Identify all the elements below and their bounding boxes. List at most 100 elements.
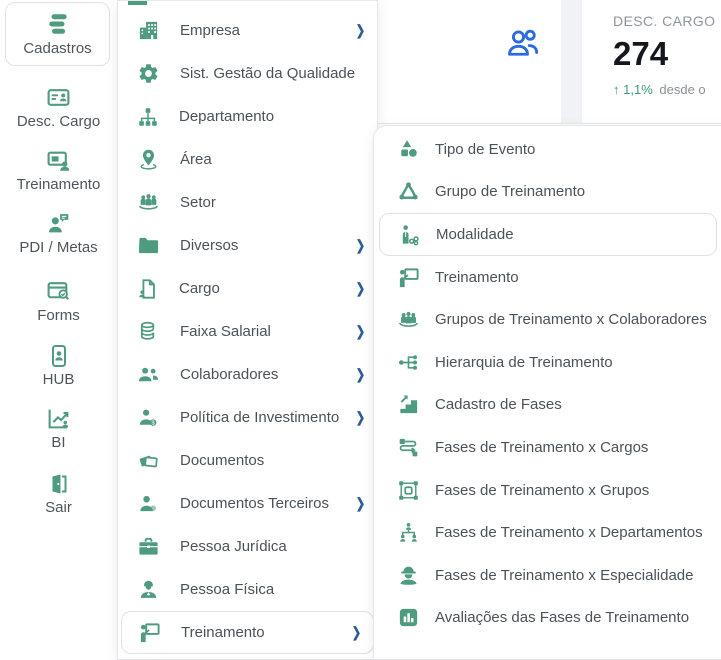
menu-item-label: Fases de Treinamento x Especialidade [435, 566, 694, 584]
menu-item-label: Fases de Treinamento x Departamentos [435, 524, 703, 542]
menu-item-fases-treinamento-x-departamentos[interactable]: Fases de Treinamento x Departamentos [374, 511, 721, 554]
menu-item-tipo-de-evento[interactable]: Tipo de Evento [374, 128, 721, 171]
menu-item-label: Fases de Treinamento x Cargos [435, 438, 649, 456]
sidebar-item-treinamento[interactable]: Treinamento [0, 148, 117, 193]
menu-item-label: Política de Investimento [180, 409, 340, 426]
presenter-icon [138, 621, 161, 644]
sidebar-item-hub[interactable]: HUB [0, 344, 117, 388]
building-icon [137, 19, 160, 42]
menu-item-cargo[interactable]: Cargo ❯ [118, 267, 377, 310]
chevron-right-icon: ❯ [351, 625, 361, 641]
map-pin-icon [137, 148, 160, 171]
menu-item-label: Documentos Terceiros [180, 495, 329, 512]
papers-icon [137, 449, 160, 472]
menu-item-modalidade[interactable]: Modalidade [379, 213, 717, 256]
menu-item-grupos-treinamento-x-colaboradores[interactable]: Grupos de Treinamento x Colaboradores [374, 298, 721, 341]
sidebar-item-label: Forms [37, 307, 80, 324]
menu-item-departamento[interactable]: Departamento [118, 95, 377, 138]
kpi-title: DESC. CARGO [613, 13, 716, 29]
menu-item-colaboradores[interactable]: Colaboradores ❯ [118, 353, 377, 396]
svg-text:$: $ [151, 421, 155, 427]
id-card-icon [46, 85, 71, 110]
menu-item-label: Hierarquia de Treinamento [435, 353, 613, 371]
sidebar-item-forms[interactable]: Forms [0, 279, 117, 324]
sidebar-item-cadastros[interactable]: Cadastros [5, 2, 110, 66]
menu-item-label: Setor [180, 194, 216, 211]
menu-item-label: Documentos [180, 452, 265, 469]
trend-up-arrow-icon: ↑ [613, 82, 620, 97]
menu-item-fases-treinamento-x-cargos[interactable]: Fases de Treinamento x Cargos [374, 426, 721, 469]
menu-item-empresa[interactable]: Empresa ❯ [118, 9, 377, 52]
menu-item-treinamento[interactable]: Treinamento ❯ [121, 611, 374, 654]
menu-item-diversos[interactable]: Diversos ❯ [118, 224, 377, 267]
menu-item-cadastro-de-fases[interactable]: Cadastro de Fases [374, 384, 721, 427]
sidebar-item-bi[interactable]: BI [0, 406, 117, 451]
team-icon [397, 308, 420, 331]
document-icon [137, 278, 159, 300]
menu-item-politica-investimento[interactable]: $ Política de Investimento ❯ [118, 396, 377, 439]
menu-top-accent [128, 1, 147, 5]
briefcase-icon [137, 535, 160, 558]
form-search-icon [46, 279, 71, 304]
stack-icon [45, 11, 71, 37]
menu-item-label: Faixa Salarial [180, 323, 271, 340]
menu-item-label: Sist. Gestão da Qualidade [180, 65, 356, 82]
trend-suffix: desde o [659, 82, 706, 97]
menu-item-documentos-terceiros[interactable]: Documentos Terceiros ❯ [118, 482, 377, 525]
menu-item-treinamento-sub[interactable]: Treinamento [374, 256, 721, 299]
menu-item-sist-gestao-qualidade[interactable]: Sist. Gestão da Qualidade [118, 52, 377, 95]
gear-icon [137, 62, 160, 85]
worker-icon [397, 564, 420, 587]
chevron-right-icon: ❯ [355, 238, 365, 254]
two-people-icon [137, 363, 160, 386]
bar-chart-icon [397, 606, 420, 629]
menu-item-label: Cargo [179, 280, 220, 297]
card-divider [561, 0, 582, 123]
person-chat-icon [46, 211, 71, 236]
menu-item-documentos[interactable]: Documentos [118, 439, 377, 482]
training-card-icon [46, 148, 71, 173]
menu-item-pessoa-fisica[interactable]: Pessoa Física [118, 568, 377, 611]
menu-item-fases-treinamento-x-especialidade[interactable]: Fases de Treinamento x Especialidade [374, 554, 721, 597]
menu-item-label: Pessoa Física [180, 581, 275, 598]
person-shapes-icon [398, 223, 421, 246]
menu-item-fases-treinamento-x-grupos[interactable]: Fases de Treinamento x Grupos [374, 469, 721, 512]
sidebar-item-label: Cadastros [23, 40, 92, 57]
exit-door-icon [47, 472, 71, 496]
people-tree-icon [397, 521, 420, 544]
menu-item-avaliacoes-fases-treinamento[interactable]: Avaliações das Fases de Treinamento [374, 597, 721, 640]
flyout-menu-treinamento: Tipo de Evento Grupo de Treinamento [373, 125, 721, 660]
sitemap-icon [137, 106, 159, 128]
person-bust-icon [137, 578, 160, 601]
menu-item-label: Grupo de Treinamento [435, 183, 586, 201]
menu-item-setor[interactable]: Setor [118, 181, 377, 224]
sidebar-item-sair[interactable]: Sair [0, 472, 117, 516]
device-person-icon [47, 344, 71, 368]
chevron-right-icon: ❯ [355, 496, 365, 512]
menu-item-hierarquia-de-treinamento[interactable]: Hierarquia de Treinamento [374, 341, 721, 384]
menu-item-label: Fases de Treinamento x Grupos [435, 481, 650, 499]
menu-item-area[interactable]: Área [118, 138, 377, 181]
chart-arrow-icon [46, 406, 71, 431]
menu-item-faixa-salarial[interactable]: Faixa Salarial ❯ [118, 310, 377, 353]
menu-item-label: Empresa [180, 22, 241, 39]
menu-item-label: Tipo de Evento [435, 140, 536, 158]
sidebar-item-label: PDI / Metas [19, 239, 98, 256]
chevron-right-icon: ❯ [355, 410, 365, 426]
menu-item-label: Departamento [179, 108, 275, 125]
coins-icon [137, 320, 160, 343]
object-group-icon [397, 479, 420, 502]
presenter-icon [397, 266, 420, 289]
menu-item-grupo-de-treinamento[interactable]: Grupo de Treinamento [374, 171, 721, 214]
menu-item-pessoa-juridica[interactable]: Pessoa Jurídica [118, 525, 377, 568]
chevron-right-icon: ❯ [355, 324, 365, 340]
menu-item-label: Treinamento [181, 624, 265, 641]
sidebar-item-pdi-metas[interactable]: PDI / Metas [0, 211, 117, 256]
folder-icon [137, 234, 160, 257]
chevron-right-icon: ❯ [355, 23, 365, 39]
menu-item-label: Colaboradores [180, 366, 279, 383]
dashboard-strip: DESC. CARGO 274 ↑ 1,1% desde o [378, 0, 721, 124]
sidebar-item-label: HUB [42, 371, 75, 388]
sidebar-item-desc-cargo[interactable]: Desc. Cargo [0, 85, 117, 130]
chevron-right-icon: ❯ [355, 367, 365, 383]
